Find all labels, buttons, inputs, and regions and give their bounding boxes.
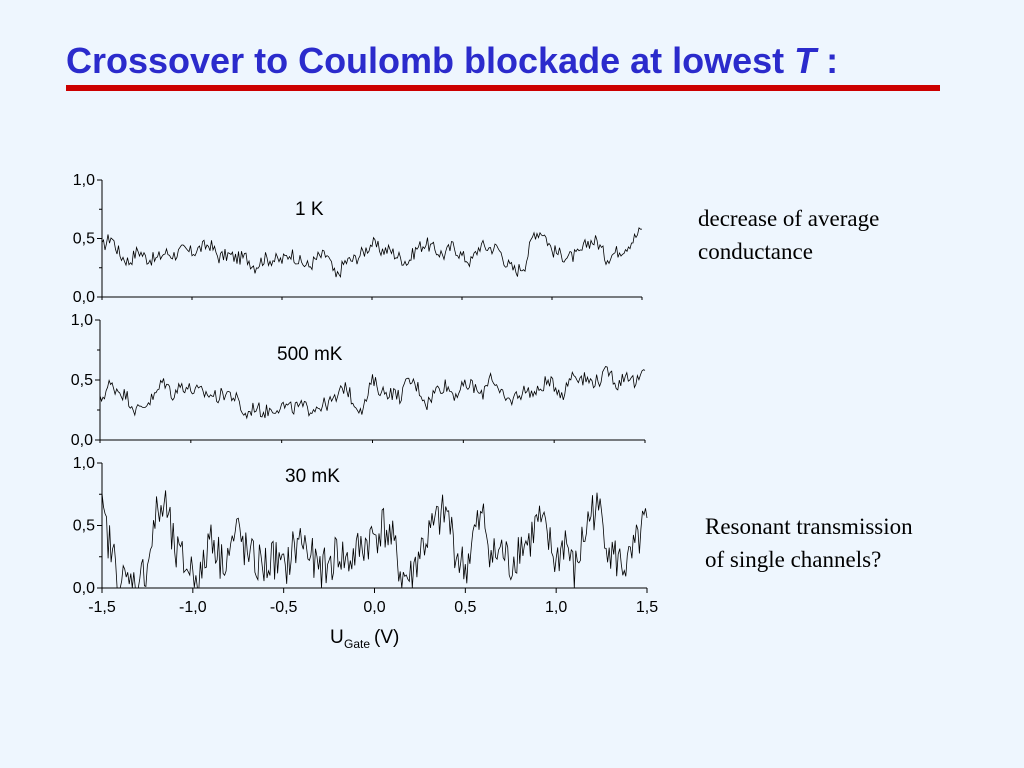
x-tick-label: 1,5 xyxy=(636,599,658,616)
note-line: conductance xyxy=(698,239,813,264)
note-line: decrease of average xyxy=(698,206,880,231)
x-tick-label: -1,5 xyxy=(88,599,116,616)
y-tick-label: 0,5 xyxy=(73,518,95,535)
slide-title: Crossover to Coulomb blockade at lowest … xyxy=(66,40,838,82)
title-main-text: Crossover to Coulomb blockade at lowest xyxy=(66,40,795,81)
y-tick-label: 1,0 xyxy=(73,172,95,189)
note-resonant-transmission: Resonant transmission of single channels… xyxy=(705,510,1005,576)
y-tick-label: 0,0 xyxy=(73,289,95,306)
title-underline xyxy=(66,85,940,91)
note-line: Resonant transmission xyxy=(705,514,913,539)
x-tick-label: -1,0 xyxy=(179,599,207,616)
note-line: of single channels? xyxy=(705,547,882,572)
series-line xyxy=(101,227,643,279)
y-tick-label: 0,5 xyxy=(71,372,93,389)
x-axis-title-subscript: Gate xyxy=(344,637,370,651)
x-axis-title: U xyxy=(330,627,344,648)
y-tick-label: 0,0 xyxy=(73,580,95,597)
x-axis-title-unit: (V) xyxy=(374,627,399,648)
series-line xyxy=(99,366,646,420)
y-tick-label: 1,0 xyxy=(73,455,95,472)
title-end-text: : xyxy=(816,40,839,81)
x-tick-label: 0,5 xyxy=(454,599,476,616)
title-italic-text: T xyxy=(794,40,817,81)
y-tick-label: 1,0 xyxy=(71,312,93,329)
series-line xyxy=(101,490,648,589)
note-average-conductance: decrease of average conductance xyxy=(698,202,998,268)
x-tick-label: 0,0 xyxy=(363,599,385,616)
x-tick-label: 1,0 xyxy=(545,599,567,616)
series-label: 30 mK xyxy=(285,466,340,487)
y-tick-label: 0,0 xyxy=(71,432,93,449)
series-label: 1 K xyxy=(295,199,324,220)
x-tick-label: -0,5 xyxy=(270,599,298,616)
series-label: 500 mK xyxy=(277,344,343,365)
y-tick-label: 0,5 xyxy=(73,231,95,248)
